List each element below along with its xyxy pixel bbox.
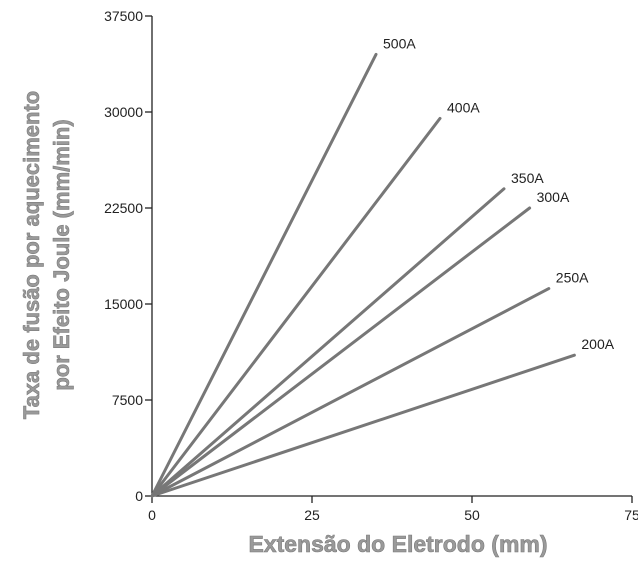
y-tick-label: 0 bbox=[135, 488, 143, 504]
series-label-250a: 250A bbox=[556, 270, 589, 286]
series-line-200a bbox=[150, 353, 576, 498]
x-tick-label: 25 bbox=[304, 507, 320, 523]
y-axis-title-line-1: Taxa de fusão por aquecimento bbox=[19, 91, 44, 419]
y-tick-label: 22500 bbox=[104, 200, 143, 216]
y-axis-title: Taxa de fusão por aquecimento por Efeito… bbox=[19, 90, 75, 419]
series-label-300a: 300A bbox=[537, 189, 570, 205]
y-tick-label: 30000 bbox=[104, 104, 143, 120]
series-line-300a bbox=[150, 206, 532, 498]
x-tick-label: 0 bbox=[148, 507, 156, 523]
series-label-350a: 350A bbox=[511, 170, 544, 186]
y-tick-label: 15000 bbox=[104, 296, 143, 312]
series-label-500a: 500A bbox=[383, 35, 416, 51]
series-line-500a bbox=[150, 52, 378, 498]
y-tick-label: 7500 bbox=[112, 392, 143, 408]
x-ticks: 0 25 50 75 bbox=[148, 496, 638, 523]
series-group bbox=[150, 52, 576, 498]
series-line-400a bbox=[150, 116, 442, 498]
x-axis-title: Extensão do Eletrodo (mm) bbox=[248, 531, 547, 557]
series-line-350a bbox=[150, 187, 506, 498]
y-tick-label: 37500 bbox=[104, 8, 143, 24]
series-label-200a: 200A bbox=[581, 336, 614, 352]
axes bbox=[151, 16, 632, 497]
series-label-400a: 400A bbox=[447, 99, 480, 115]
x-tick-label: 75 bbox=[624, 507, 638, 523]
x-tick-label: 50 bbox=[464, 507, 480, 523]
series-labels: 500A 400A 350A 300A 250A 200A bbox=[383, 35, 615, 352]
y-axis-title-line-2: por Efeito Joule (mm/min) bbox=[49, 119, 74, 390]
series-line-250a bbox=[150, 287, 551, 498]
y-ticks: 0 7500 15000 22500 30000 37500 bbox=[104, 8, 152, 504]
